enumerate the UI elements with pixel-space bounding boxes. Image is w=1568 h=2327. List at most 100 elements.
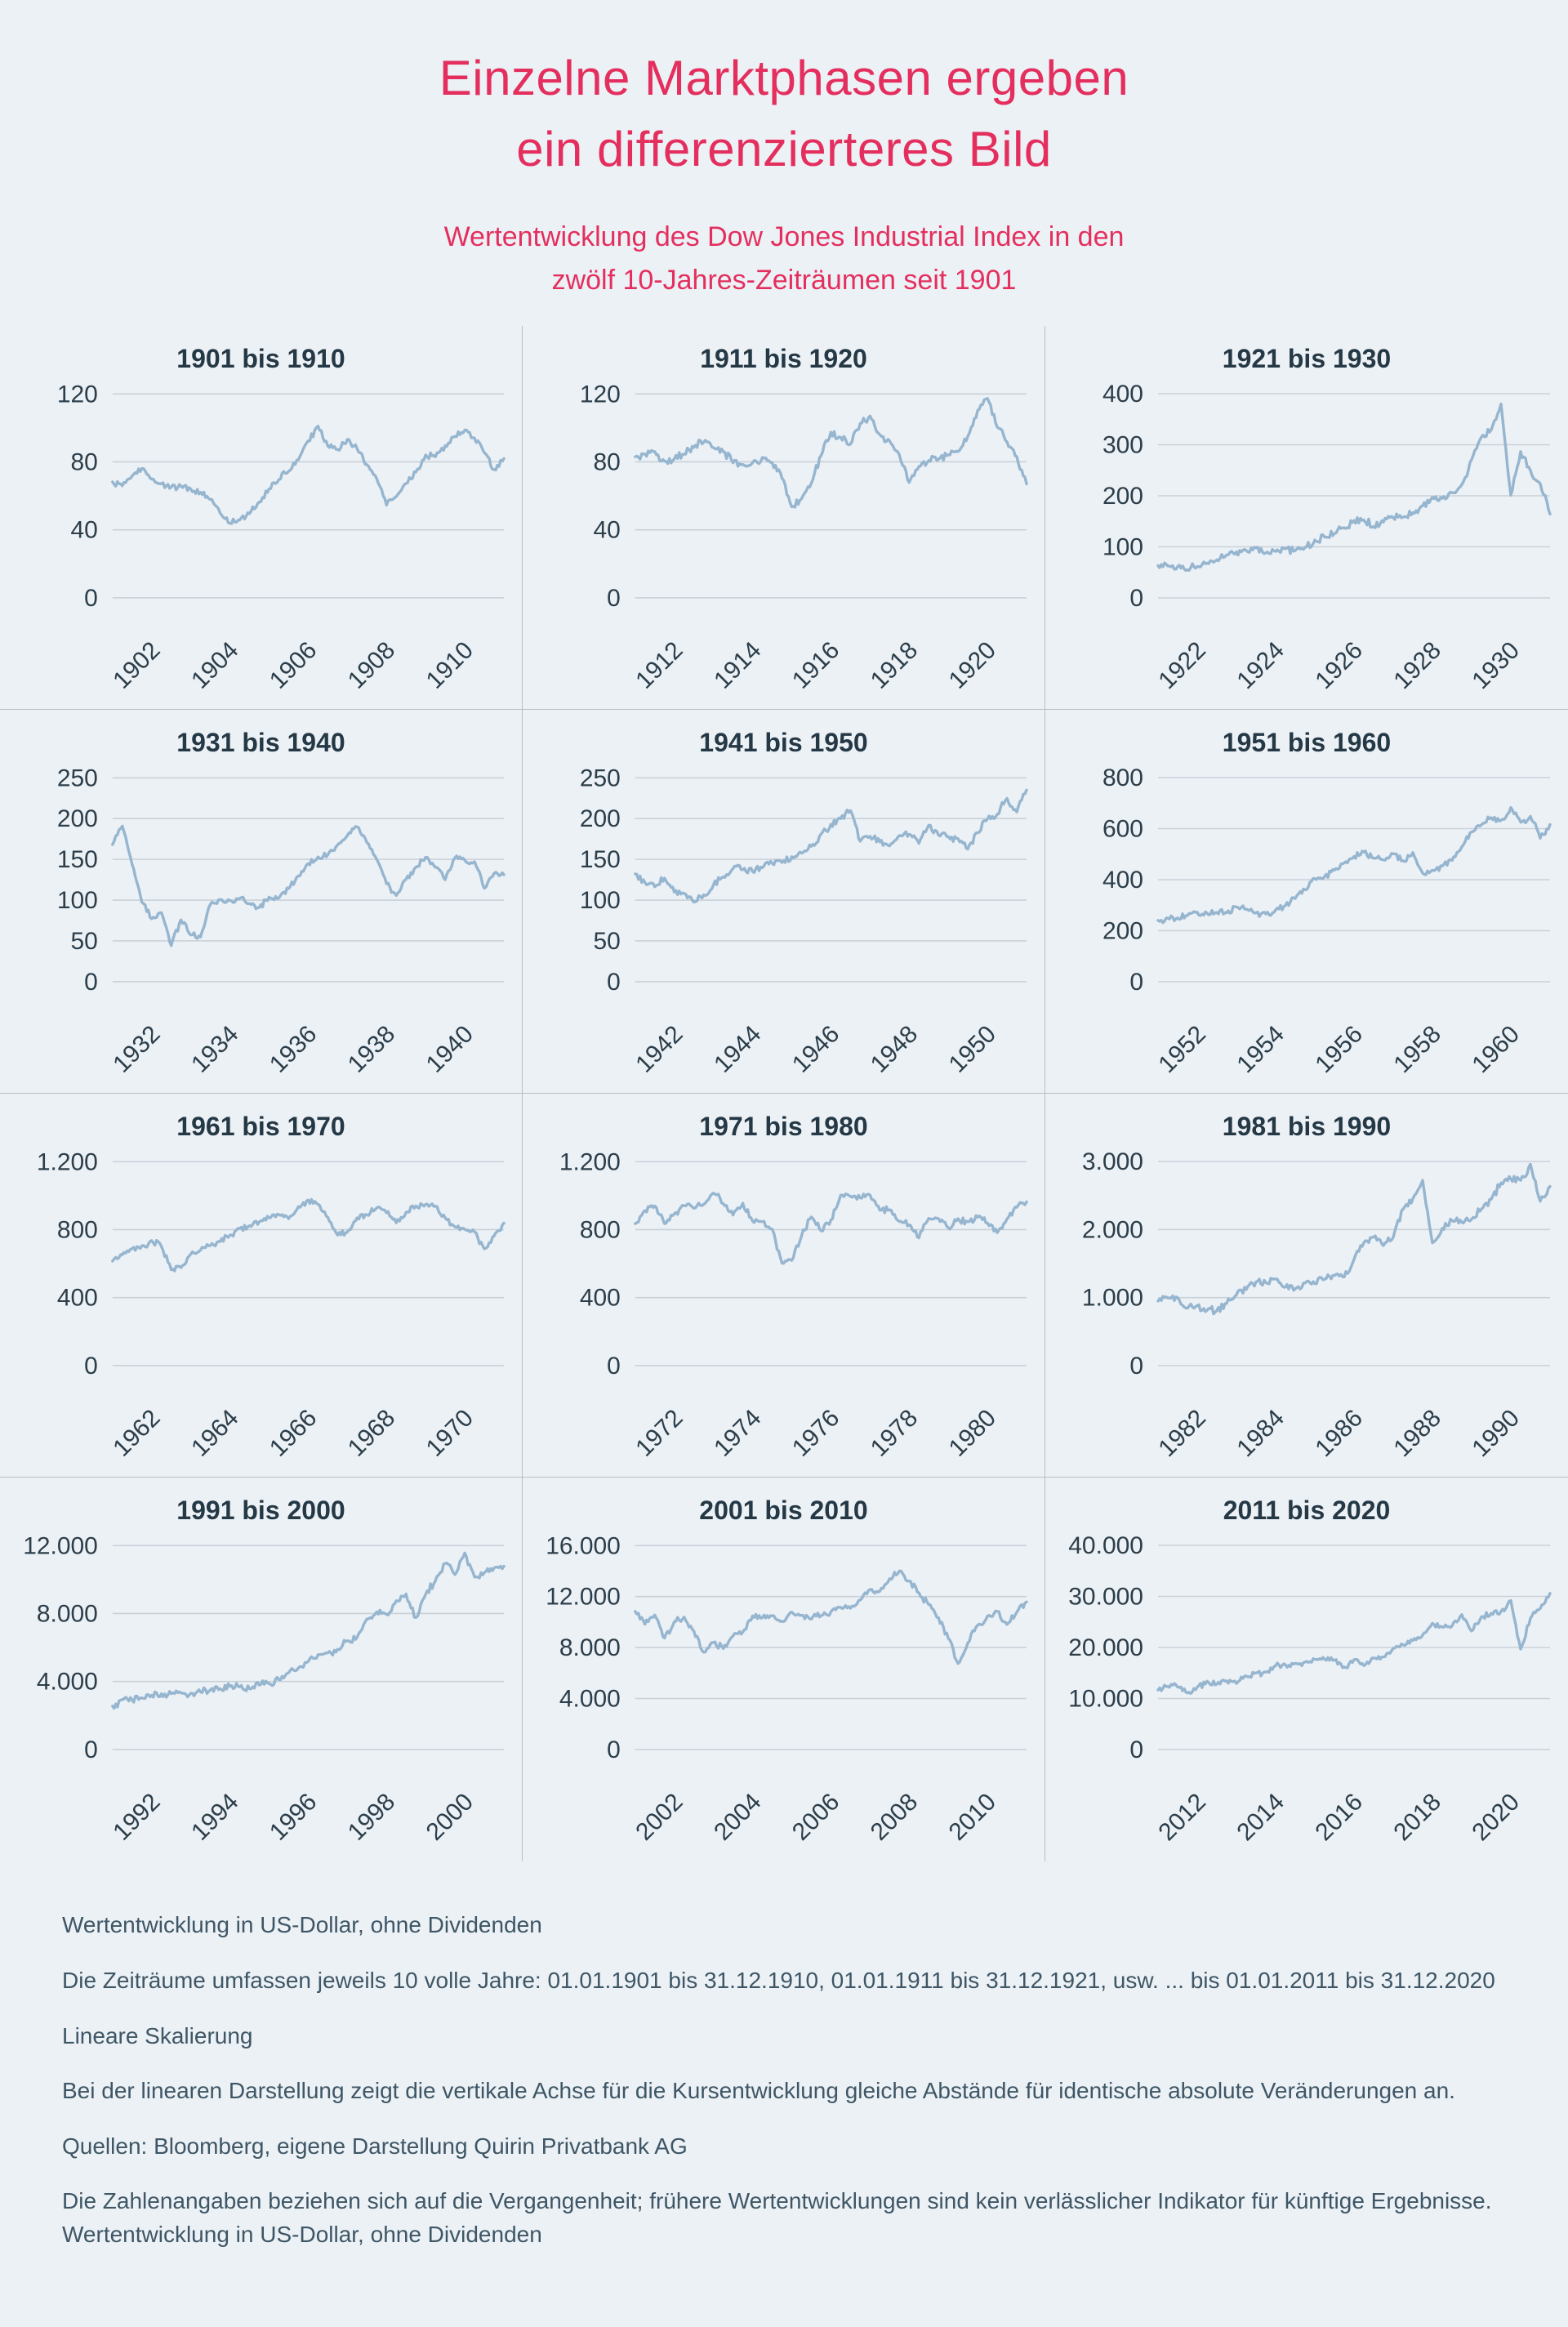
y-tick-label: 600	[1102, 816, 1143, 843]
chart-title: 1901 bis 1910	[176, 344, 345, 374]
x-tick-label: 1918	[866, 637, 923, 694]
x-tick-label: 2008	[866, 1789, 923, 1846]
x-tick-label: 1992	[108, 1789, 165, 1846]
price-line	[111, 825, 506, 947]
price-line	[1156, 403, 1552, 573]
page-title-line1: Einzelne Marktphasen ergeben	[439, 51, 1129, 105]
y-tick-label: 120	[57, 381, 98, 408]
y-tick-label: 16.000	[546, 1533, 621, 1560]
chart-cell-2001-2010: 2001 bis 2010 0 4.000 8.000 12.000 16.000 2002…	[523, 1478, 1045, 1862]
x-tick-label: 2018	[1388, 1789, 1446, 1847]
x-tick-label: 1928	[1388, 637, 1446, 695]
price-line	[1156, 806, 1552, 925]
page-subtitle-line2: zwölf 10-Jahres-Zeiträumen seit 1901	[551, 264, 1017, 296]
x-tick-label: 1960	[1467, 1021, 1525, 1079]
chart-title: 1911 bis 1920	[700, 344, 867, 374]
x-tick-label: 2000	[421, 1789, 479, 1846]
y-tick-label: 200	[1102, 918, 1143, 945]
x-tick-label: 1958	[1388, 1021, 1446, 1079]
price-line	[1156, 1163, 1552, 1316]
price-line	[634, 1570, 1028, 1665]
y-tick-label: 0	[1129, 969, 1143, 996]
x-tick-label: 1944	[709, 1021, 766, 1078]
page-subtitle-line1: Wertentwicklung des Dow Jones Industrial…	[443, 221, 1125, 252]
chart-title: 1931 bis 1940	[176, 728, 345, 758]
y-tick-label: 1.000	[1082, 1285, 1143, 1312]
x-tick-label: 1902	[108, 637, 165, 694]
x-tick-label: 1976	[787, 1405, 844, 1462]
x-tick-label: 1912	[630, 637, 688, 694]
price-line	[634, 397, 1028, 510]
chart-plot: 0 200 400 600 800 1952 1954 1956 1958 1960	[1102, 765, 1552, 1079]
chart-title: 2011 bis 2020	[1223, 1496, 1391, 1526]
footnotes: Wertentwicklung in US-Dollar, ohne Divid…	[0, 1861, 1568, 2251]
price-line	[111, 1198, 506, 1273]
y-tick-label: 40	[71, 517, 98, 544]
footnote-currency: Wertentwicklung in US-Dollar, ohne Divid…	[62, 1912, 542, 1938]
chart-cell-1971-1980: 1971 bis 1980 0 400 800 1.200 1972 1974 1976 197…	[523, 1094, 1045, 1478]
x-tick-label: 1926	[1310, 637, 1368, 695]
x-tick-label: 1978	[866, 1405, 923, 1462]
chart-cell-1951-1960: 1951 bis 1960 0 200 400 600 800 1952 1954 1956 19…	[1045, 710, 1568, 1094]
x-tick-label: 1952	[1153, 1021, 1211, 1079]
y-tick-label: 4.000	[37, 1669, 98, 1696]
x-tick-label: 1954	[1232, 1021, 1290, 1079]
chart-plot: 0 4.000 8.000 12.000 1992 1994 1996 1998 2000	[23, 1533, 506, 1846]
y-tick-label: 100	[57, 887, 98, 914]
chart-cell-1991-2000: 1991 bis 2000 0 4.000 8.000 12.000 1992 1994 19…	[0, 1478, 523, 1862]
y-tick-label: 2.000	[1082, 1217, 1143, 1244]
x-tick-label: 1974	[709, 1405, 766, 1462]
y-tick-label: 0	[607, 1353, 621, 1380]
y-tick-label: 3.000	[1082, 1148, 1143, 1175]
y-tick-label: 0	[84, 1736, 98, 1763]
x-tick-label: 1966	[265, 1405, 322, 1462]
y-tick-label: 100	[580, 887, 621, 914]
x-tick-label: 1942	[630, 1021, 688, 1078]
y-tick-label: 800	[580, 1217, 621, 1244]
x-tick-label: 1906	[265, 637, 322, 694]
footnote-periods: Die Zeiträume umfassen jeweils 10 volle …	[62, 1967, 1495, 1993]
y-tick-label: 1.200	[559, 1149, 621, 1176]
x-tick-label: 1924	[1232, 637, 1290, 695]
y-tick-label: 400	[57, 1285, 98, 1312]
y-tick-label: 400	[1102, 381, 1143, 408]
x-tick-label: 1970	[421, 1405, 479, 1462]
x-tick-label: 1962	[108, 1405, 165, 1462]
y-tick-label: 150	[57, 846, 98, 873]
x-tick-label: 2006	[787, 1789, 844, 1846]
y-tick-label: 0	[607, 969, 621, 996]
x-tick-label: 1908	[343, 637, 400, 694]
x-tick-label: 1986	[1310, 1405, 1368, 1463]
chart-cell-1901-1910: 1901 bis 1910 0 40 80 120 1902 1904 1906 1908 191…	[0, 326, 523, 711]
x-tick-label: 2010	[944, 1789, 1001, 1846]
y-tick-label: 0	[1129, 1353, 1143, 1380]
charts-grid: 1901 bis 1910 0 40 80 120 1902 1904 1906 1908 191…	[0, 326, 1568, 1862]
x-tick-label: 2002	[630, 1789, 688, 1846]
chart-cell-1931-1940: 1931 bis 1940 0 50 100 150 200 250 1932 1934 1936…	[0, 710, 523, 1094]
x-tick-label: 1916	[787, 637, 844, 694]
x-tick-label: 1980	[944, 1405, 1001, 1462]
price-line	[634, 1192, 1028, 1265]
price-line	[1156, 1592, 1552, 1696]
x-tick-label: 2016	[1310, 1789, 1368, 1847]
y-tick-label: 120	[580, 381, 621, 408]
y-tick-label: 12.000	[546, 1584, 621, 1611]
y-tick-label: 12.000	[23, 1533, 98, 1560]
y-tick-label: 200	[1102, 483, 1143, 510]
y-tick-label: 8.000	[559, 1634, 621, 1661]
chart-plot: 0 50 100 150 200 250 1932 1934 1936 1938 1940	[57, 765, 506, 1078]
y-tick-label: 1.200	[37, 1149, 98, 1176]
chart-title: 1941 bis 1950	[699, 728, 868, 758]
y-tick-label: 80	[71, 449, 98, 476]
x-tick-label: 1936	[265, 1021, 322, 1078]
x-tick-label: 1910	[421, 637, 479, 694]
x-tick-label: 1930	[1467, 637, 1525, 695]
price-line	[634, 788, 1028, 904]
chart-title: 1971 bis 1980	[699, 1112, 868, 1142]
chart-plot: 0 40 80 120 1902 1904 1906 1908 1910	[57, 381, 506, 694]
y-tick-label: 400	[580, 1285, 621, 1312]
x-tick-label: 1904	[186, 637, 243, 694]
chart-plot: 0 40 80 120 1912 1914 1916 1918 1920	[580, 381, 1028, 694]
x-tick-label: 2014	[1232, 1789, 1290, 1847]
x-tick-label: 1988	[1388, 1405, 1446, 1463]
